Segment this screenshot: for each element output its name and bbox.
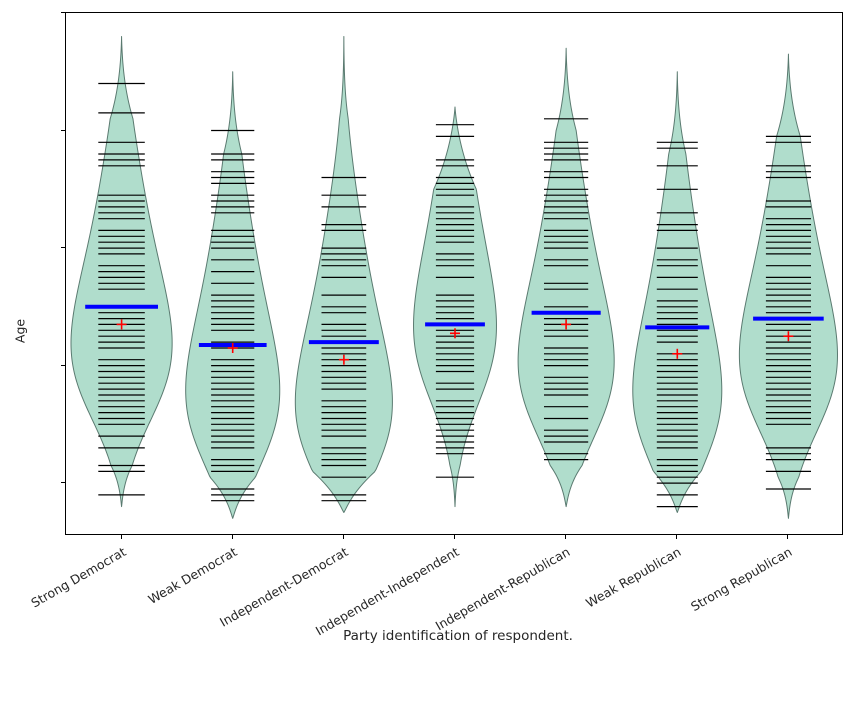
violin-series-group [70, 36, 838, 519]
x-tick-mark [676, 535, 678, 539]
y-tick-mark [61, 482, 65, 484]
x-tick-mark [120, 535, 122, 539]
x-tick-mark [787, 535, 789, 539]
violin-6 [632, 71, 723, 513]
x-tick-mark [231, 535, 233, 539]
y-tick-mark [61, 129, 65, 131]
violin-5 [517, 47, 615, 508]
violin-4 [413, 106, 497, 508]
violin-body [517, 47, 615, 508]
y-tick-mark [61, 12, 65, 13]
y-tick-mark [61, 364, 65, 366]
x-axis-label-wrap: Party identification of respondent. [0, 628, 850, 644]
y-tick-mark [61, 247, 65, 249]
plot-area [65, 12, 843, 535]
violin-body [632, 71, 723, 513]
violin-body [294, 36, 393, 513]
violin-body [738, 53, 838, 519]
violin-2 [185, 71, 281, 519]
x-tick-mark [454, 535, 455, 539]
violin-7 [738, 53, 838, 519]
plot-clip-region [66, 13, 842, 534]
violin-3 [294, 36, 393, 513]
x-axis-label: Party identification of respondent. [343, 628, 573, 644]
x-tick-mark [342, 535, 344, 539]
y-axis-label: Age [12, 318, 28, 343]
violin-1 [70, 36, 173, 508]
x-tick-mark [565, 535, 567, 539]
